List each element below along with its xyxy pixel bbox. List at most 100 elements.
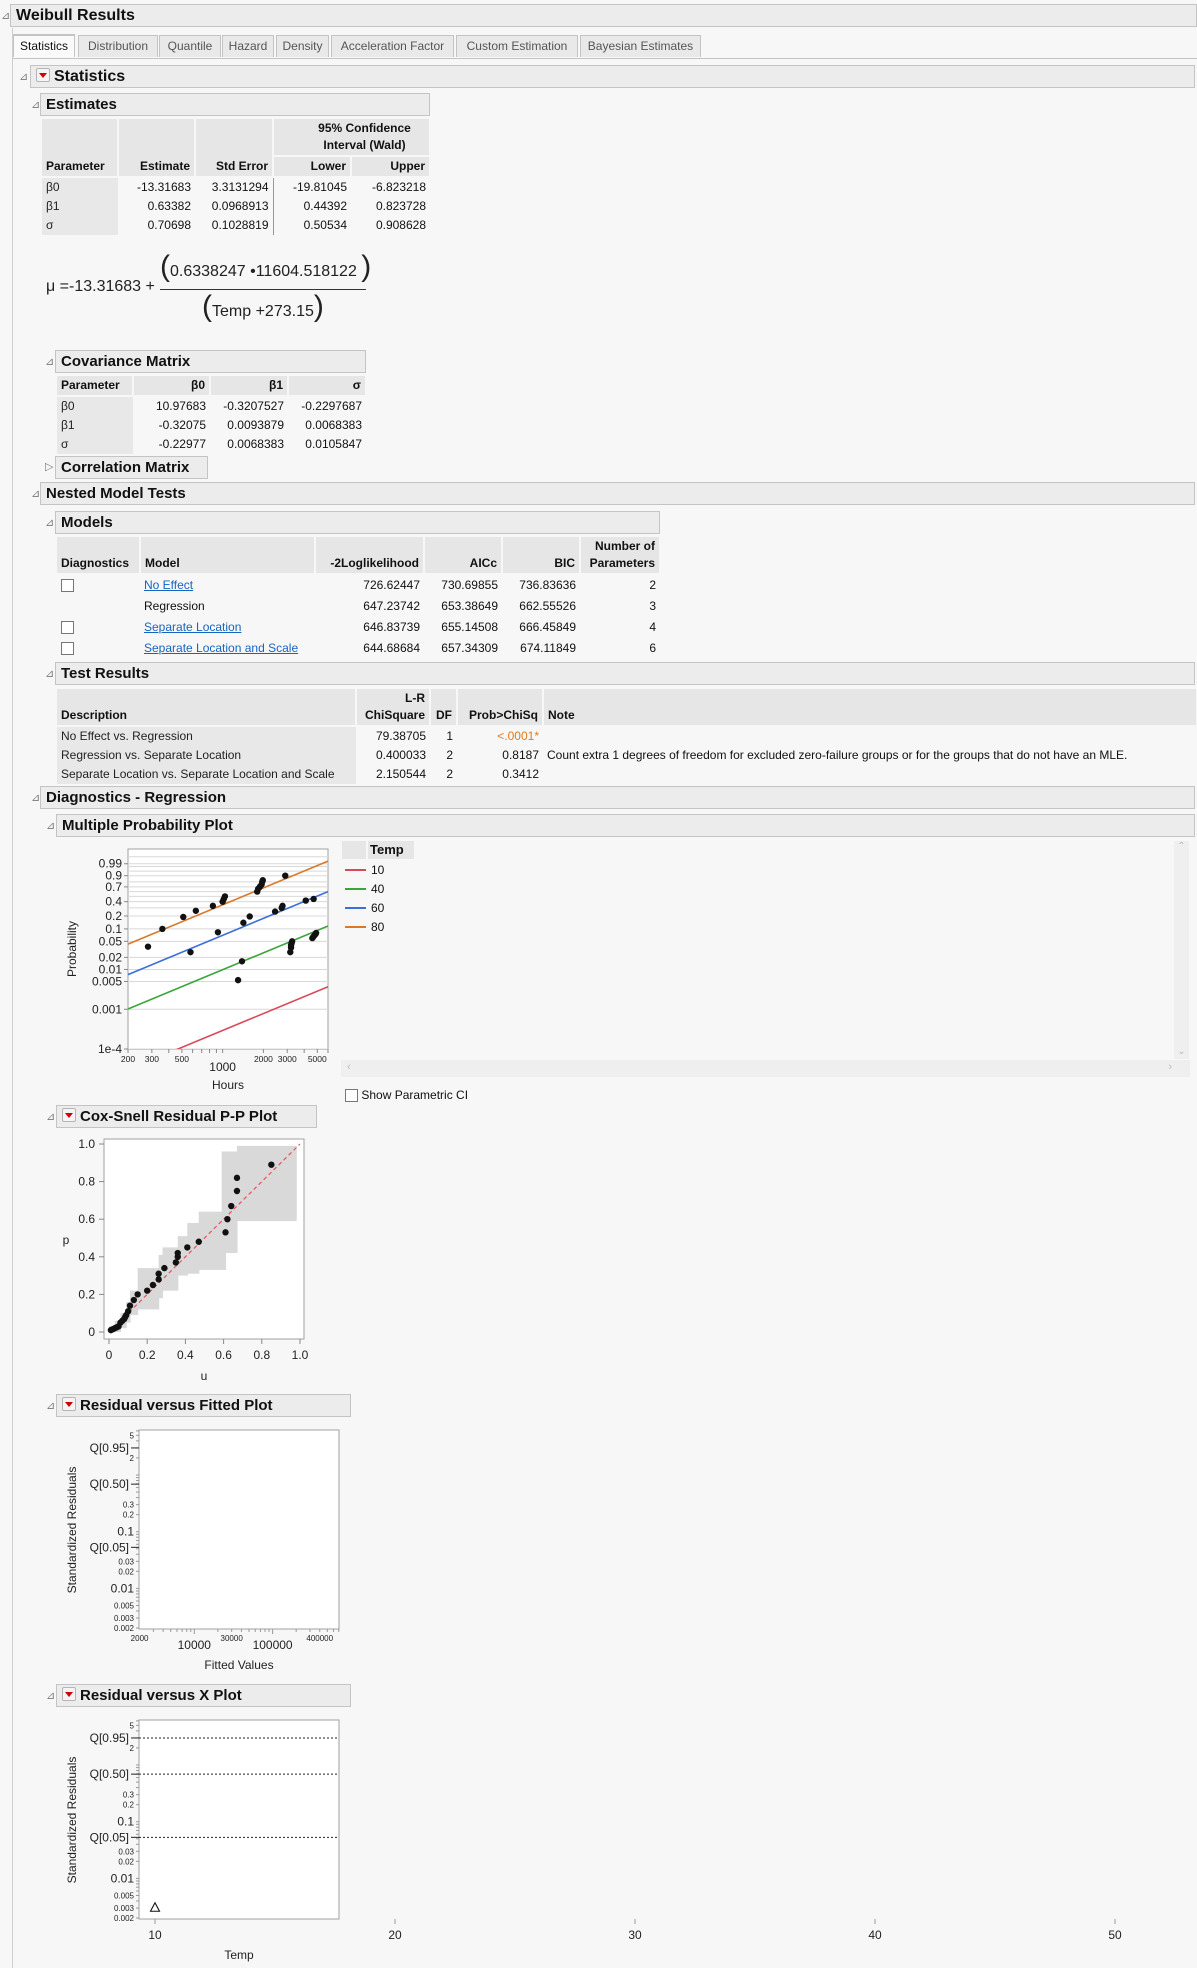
model-link[interactable]: Separate Location and Scale [144, 641, 299, 655]
data-point [259, 877, 267, 884]
disclosure-triangle-icon[interactable]: ⊿ [19, 71, 29, 83]
vertical-scrollbar[interactable]: ⌃ ⌄ [1174, 841, 1189, 1059]
data-point [268, 1161, 275, 1168]
residual-fitted-header[interactable]: Residual versus Fitted Plot [56, 1394, 351, 1417]
bic-cell: 662.55526 [519, 599, 576, 613]
residual-x-title: Residual versus X Plot [80, 1687, 242, 1704]
data-point [233, 1174, 241, 1182]
disclosure-triangle-icon[interactable]: ⊿ [45, 668, 55, 680]
statistics-header[interactable]: Statistics [30, 65, 1195, 88]
disclosure-triangle-icon[interactable]: ⊿ [31, 99, 41, 111]
tab-custom-estimation[interactable]: Custom Estimation [456, 35, 578, 57]
data-point [155, 1270, 162, 1277]
aicc-cell: 730.69855 [441, 578, 498, 592]
value-cell: -0.2297687 [301, 399, 362, 413]
estimates-header[interactable]: Estimates [40, 93, 430, 116]
legend-label: 10 [371, 863, 385, 877]
aicc-cell: 653.38649 [441, 599, 498, 613]
estimates-row: β1 0.63382 0.0968913 0.44392 0.823728 [42, 197, 430, 216]
disclosure-triangle-icon[interactable]: ⊿ [45, 356, 55, 368]
bic-cell: 736.83636 [519, 578, 576, 592]
y-tick-label: 0.05 [99, 934, 123, 948]
model-link[interactable]: No Effect [144, 578, 194, 592]
y-tick-label: 0.6 [78, 1212, 95, 1226]
quantile-label: Q[0.50] [90, 1767, 129, 1781]
value-cell: 0.1028819 [195, 216, 274, 235]
legend-item[interactable]: 60 [343, 900, 413, 916]
data-point [872, 1865, 878, 1871]
tab-statistics[interactable]: Statistics [13, 34, 75, 57]
tab-distribution[interactable]: Distribution [78, 35, 158, 57]
legend-item[interactable]: 80 [343, 919, 413, 935]
value-cell: 0.0093879 [227, 418, 284, 432]
legend-item[interactable]: 40 [343, 881, 413, 897]
col-header: AICc [424, 537, 503, 575]
weibull-results-header[interactable]: Weibull Results [10, 4, 1197, 27]
disclosure-triangle-closed-icon[interactable]: ▷ [45, 461, 54, 473]
diagnostics-checkbox[interactable] [61, 642, 74, 656]
plot-frame [138, 1429, 340, 1630]
y-tick-label: 0.4 [78, 1250, 95, 1264]
quantile-label: Q[0.05] [90, 1830, 129, 1844]
disclosure-triangle-icon[interactable]: ⊿ [46, 1111, 56, 1123]
x-tick-label: 10000 [178, 1638, 212, 1652]
formula-coefficient: 0.6338247 [170, 263, 246, 280]
covariance-header[interactable]: Covariance Matrix [55, 350, 366, 373]
diagnostics-header[interactable]: Diagnostics - Regression [40, 786, 1195, 809]
horizontal-scrollbar[interactable]: ‹ › [341, 1060, 1190, 1077]
show-parametric-ci-label: Show Parametric CI [361, 1088, 469, 1102]
col-header: Diagnostics [57, 537, 141, 575]
disclosure-triangle-icon[interactable]: ⊿ [1, 10, 11, 22]
diagnostics-checkbox[interactable] [61, 579, 74, 593]
legend-label: 40 [371, 882, 385, 896]
fraction-bar [160, 289, 366, 290]
diagnostics-cell [57, 617, 140, 638]
disclosure-triangle-icon[interactable]: ⊿ [46, 1400, 56, 1412]
y-tick-label: 1.0 [78, 1137, 95, 1151]
tab-quantile[interactable]: Quantile [159, 35, 221, 57]
y-tick-label: 0.001 [92, 1002, 122, 1016]
cox-snell-header[interactable]: Cox-Snell Residual P-P Plot [56, 1105, 317, 1128]
col-header: -2Loglikelihood [315, 537, 425, 575]
red-triangle-menu-icon[interactable] [36, 68, 50, 82]
test-results-header[interactable]: Test Results [55, 662, 1195, 685]
plot-area [107, 1143, 301, 1334]
tab-density[interactable]: Density [276, 35, 329, 57]
formula-lhs: μ =-13.31683 + [46, 278, 155, 296]
value-cell: -0.22977 [158, 437, 206, 451]
model-link[interactable]: Separate Location [144, 620, 242, 634]
red-triangle-menu-icon[interactable] [62, 1397, 76, 1411]
nested-model-tests-header[interactable]: Nested Model Tests [40, 482, 1195, 505]
fit-line-temp-60 [128, 890, 328, 976]
covariance-title: Covariance Matrix [61, 353, 191, 370]
tab-hazard[interactable]: Hazard [222, 35, 274, 57]
models-header[interactable]: Models [55, 511, 660, 534]
n_params-cell: 6 [649, 641, 656, 655]
show-parametric-ci-checkbox[interactable]: Show Parametric CI [345, 1088, 469, 1103]
x-tick-label: 30 [628, 1928, 642, 1942]
y-tick-label: 0.005 [114, 1601, 135, 1610]
value-cell: -13.31683 [136, 180, 191, 194]
disclosure-triangle-icon[interactable]: ⊿ [45, 517, 55, 529]
tab-acceleration-factor[interactable]: Acceleration Factor [331, 35, 454, 57]
legend-item[interactable]: 10 [343, 862, 413, 878]
note-cell [543, 765, 1197, 784]
disclosure-triangle-icon[interactable]: ⊿ [31, 792, 41, 804]
disclosure-triangle-icon[interactable]: ⊿ [46, 1690, 56, 1702]
disclosure-triangle-icon[interactable]: ⊿ [31, 488, 41, 500]
red-triangle-menu-icon[interactable] [62, 1108, 76, 1122]
diagnostics-checkbox[interactable] [61, 621, 74, 635]
disclosure-triangle-icon[interactable]: ⊿ [46, 820, 56, 832]
multiple-probability-plot-title: Multiple Probability Plot [62, 817, 233, 834]
multiple-probability-plot-header[interactable]: Multiple Probability Plot [56, 814, 1195, 837]
red-triangle-menu-icon[interactable] [62, 1687, 76, 1701]
y-tick-label: 0.002 [114, 1914, 135, 1923]
col-header: DF [430, 689, 458, 727]
checkbox-icon[interactable] [345, 1089, 358, 1103]
models-title: Models [61, 514, 113, 531]
residual-x-header[interactable]: Residual versus X Plot [56, 1684, 351, 1707]
tab-bayesian-estimates[interactable]: Bayesian Estimates [580, 35, 701, 57]
x-tick-label: 500 [175, 1054, 189, 1064]
correlation-header[interactable]: Correlation Matrix [55, 456, 208, 479]
